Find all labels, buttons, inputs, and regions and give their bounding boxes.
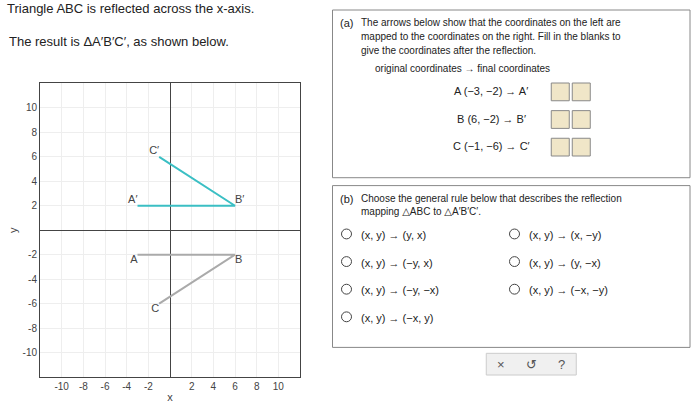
svg-text:4: 4: [31, 176, 37, 187]
svg-text:A: A: [130, 253, 138, 265]
svg-text:-6: -6: [101, 381, 110, 392]
svg-text:Choose the general rule below: Choose the general rule below that descr…: [361, 193, 622, 204]
svg-text:×: ×: [497, 357, 505, 372]
svg-text:A (−3, −2) → A′: A (−3, −2) → A′: [454, 85, 528, 97]
svg-text:(x, y) → (−x, −y): (x, y) → (−x, −y): [529, 284, 608, 296]
svg-text:2: 2: [31, 200, 37, 211]
svg-text:8: 8: [31, 127, 37, 138]
svg-text:(x, y) → (−y, −x): (x, y) → (−y, −x): [361, 284, 439, 296]
svg-text:B: B: [235, 253, 242, 265]
svg-text:-10: -10: [54, 381, 69, 392]
svg-text:give the coordinates after the: give the coordinates after the reflectio…: [361, 45, 536, 56]
svg-text:A′: A′: [128, 193, 137, 205]
svg-text:The result is ΔA′B′C′, as show: The result is ΔA′B′C′, as shown below.: [9, 34, 229, 49]
svg-text:C: C: [151, 302, 159, 314]
svg-text:y: y: [7, 227, 19, 233]
svg-text:2: 2: [189, 381, 195, 392]
svg-text:Triangle ABC is reflected acro: Triangle ABC is reflected across the x-a…: [7, 1, 254, 16]
svg-text:B (6, −2) → B′: B (6, −2) → B′: [457, 113, 526, 125]
svg-text:10: 10: [26, 102, 38, 113]
svg-text:6: 6: [31, 151, 37, 162]
svg-text:The arrows below show that the: The arrows below show that the coordinat…: [361, 17, 621, 28]
svg-text:(x, y) → (−x, y): (x, y) → (−x, y): [361, 312, 433, 324]
svg-text:-10: -10: [23, 347, 38, 358]
svg-text:C′: C′: [149, 144, 159, 156]
svg-text:C (−1, −6) → C′: C (−1, −6) → C′: [453, 140, 530, 152]
svg-text:x: x: [167, 391, 173, 403]
svg-text:B′: B′: [235, 193, 244, 205]
svg-text:-2: -2: [28, 249, 37, 260]
svg-text:(x, y) → (x, −y): (x, y) → (x, −y): [529, 229, 601, 241]
svg-text:mapping △ABC to △A′B′C′.: mapping △ABC to △A′B′C′.: [361, 206, 481, 217]
svg-text:original coordinates → final c: original coordinates → final coordinates: [375, 63, 550, 74]
svg-text:(x, y) → (−y, x): (x, y) → (−y, x): [361, 257, 433, 269]
svg-text:-4: -4: [28, 274, 37, 285]
svg-text:(b): (b): [340, 193, 353, 205]
svg-text:-6: -6: [28, 298, 37, 309]
svg-text:8: 8: [254, 381, 260, 392]
svg-text:-4: -4: [122, 381, 131, 392]
svg-text:-8: -8: [28, 323, 37, 334]
svg-text:(x, y) → (y, x): (x, y) → (y, x): [361, 229, 426, 241]
svg-text:(x, y) → (y, −x): (x, y) → (y, −x): [529, 257, 601, 269]
svg-text:↺: ↺: [526, 357, 537, 372]
svg-text:?: ?: [558, 357, 565, 372]
svg-text:(a): (a): [340, 17, 353, 29]
svg-text:-2: -2: [144, 381, 153, 392]
svg-text:6: 6: [232, 381, 238, 392]
svg-text:mapped to the coordinates on t: mapped to the coordinates on the right. …: [361, 31, 621, 42]
svg-text:4: 4: [211, 381, 217, 392]
svg-text:10: 10: [273, 381, 285, 392]
svg-text:-8: -8: [79, 381, 88, 392]
